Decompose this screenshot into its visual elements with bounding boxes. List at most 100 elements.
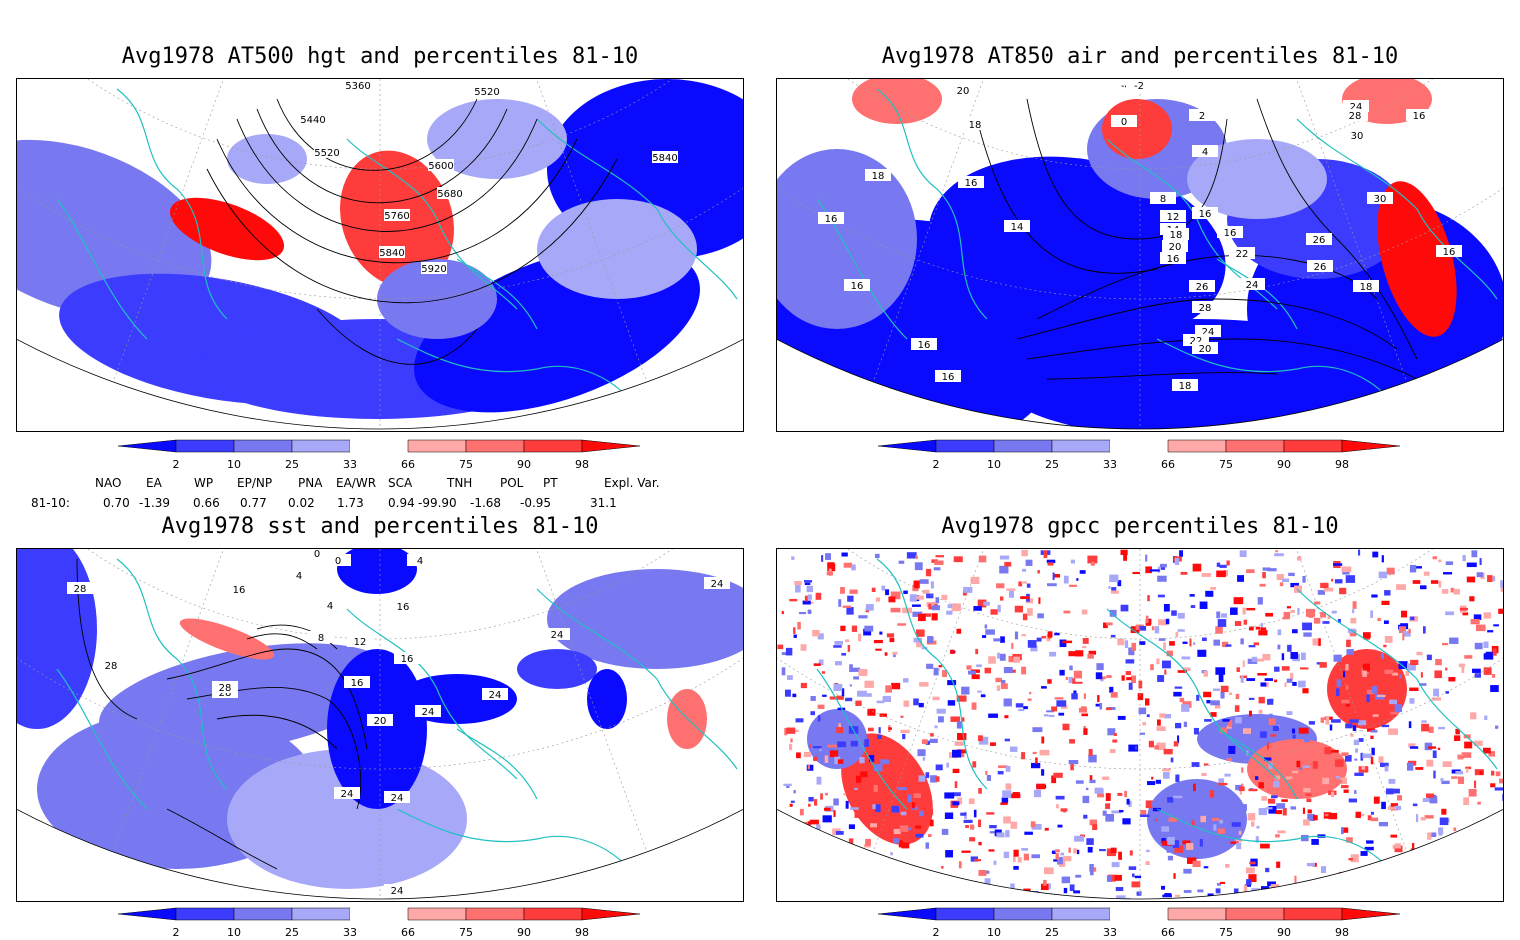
- precip-cell: [1377, 617, 1381, 622]
- precip-cell: [1275, 750, 1282, 758]
- contour-label-bg: [911, 338, 937, 350]
- precip-cell: [1341, 827, 1344, 835]
- precip-cell: [1270, 734, 1277, 737]
- precip-cell: [1229, 794, 1236, 798]
- precip-cell: [820, 793, 823, 800]
- precip-cell: [901, 842, 910, 849]
- precip-cell: [1384, 669, 1394, 674]
- index-header: PNA: [298, 476, 323, 490]
- precip-cell: [1074, 681, 1083, 684]
- colorbar-sst: 2 10 25 33 66 75 90 98: [117, 907, 641, 939]
- precip-cell: [990, 609, 998, 615]
- precip-cell: [1097, 793, 1105, 798]
- colorbar-band: [465, 907, 525, 921]
- contour-label-bg: [394, 652, 420, 664]
- precip-cell: [1312, 815, 1318, 821]
- precip-cell: [1498, 608, 1503, 614]
- precip-cell: [1255, 776, 1259, 780]
- precip-cell: [1416, 651, 1423, 656]
- precip-cell: [1131, 642, 1137, 651]
- precip-cell: [1282, 807, 1287, 816]
- precip-cell: [974, 859, 982, 862]
- precip-cell: [864, 739, 870, 747]
- coastline: [816, 668, 908, 810]
- precip-cell: [918, 613, 926, 622]
- precip-cell: [1163, 642, 1166, 651]
- precip-cell: [1079, 570, 1086, 574]
- precip-cell: [1209, 790, 1215, 798]
- precip-cell: [871, 587, 876, 592]
- contour-label-bg: [1160, 252, 1186, 264]
- precip-cell: [786, 675, 793, 680]
- precip-cell: [784, 727, 787, 736]
- precip-cell: [1214, 704, 1221, 709]
- precip-cell: [865, 838, 871, 846]
- precip-cell: [837, 759, 844, 764]
- precip-cell: [1243, 619, 1248, 625]
- precip-cell: [1070, 559, 1076, 564]
- contour-label-bg: [308, 631, 334, 643]
- precip-cell: [913, 637, 923, 643]
- precip-cell: [1226, 560, 1230, 566]
- map-hgt: 5360 5520 5440 5520 5600 5680 5760 5840 5840 5920: [17, 79, 743, 430]
- contour-label: 16: [397, 602, 410, 613]
- precip-cell: [1461, 666, 1465, 674]
- contour-label-bg: [1192, 301, 1218, 313]
- precip-cell: [1087, 653, 1094, 659]
- precip-cell: [1276, 803, 1286, 809]
- precip-cell: [1105, 707, 1112, 711]
- contour-label: 5360: [345, 81, 370, 92]
- precip-cell: [1129, 850, 1133, 856]
- precip-cell: [847, 644, 851, 652]
- precip-cell: [1051, 850, 1056, 854]
- precip-cell: [1190, 605, 1196, 609]
- precip-cell: [1266, 682, 1269, 687]
- precip-cell: [1390, 834, 1398, 838]
- colorbar-tick-label: 33: [343, 926, 357, 939]
- precip-cell: [1043, 879, 1047, 886]
- contour-label: 5840: [652, 153, 677, 164]
- precip-cell: [914, 562, 923, 571]
- contour-line: [166, 808, 278, 870]
- precip-cell: [834, 641, 843, 645]
- precip-cell: [841, 653, 847, 656]
- contour-label-bg: [379, 246, 405, 258]
- contour-label-bg: [286, 569, 312, 581]
- colorbar-tick-label: 2: [173, 926, 180, 939]
- precip-cell: [1307, 814, 1316, 821]
- contour-label: 2: [1199, 111, 1205, 122]
- precip-cell: [1283, 611, 1291, 618]
- precip-cell: [822, 694, 827, 697]
- precip-cell: [1312, 761, 1318, 769]
- precip-cell: [857, 690, 867, 697]
- precip-cell: [1219, 881, 1226, 884]
- precip-cell: [970, 856, 978, 862]
- precip-cell: [1159, 713, 1166, 718]
- precip-cell: [873, 784, 878, 792]
- precip-cell: [1362, 657, 1370, 661]
- contour-label-bg: [1436, 245, 1462, 257]
- precip-cell: [1186, 842, 1194, 850]
- precip-cell: [1144, 698, 1150, 706]
- precip-cell: [971, 702, 977, 710]
- precip-cell: [1397, 795, 1403, 801]
- precip-cell: [791, 556, 795, 560]
- precip-cell: [1470, 712, 1477, 720]
- contour-label-bg: [384, 209, 410, 221]
- precip-cell: [795, 718, 804, 723]
- percentile-blob: [337, 549, 417, 594]
- map-panel-sst: 28 16 0 4 0 4 24 4 8 28 12 16 16 16 24 28 20 24 24 24 24 28 24: [16, 548, 744, 902]
- precip-cell: [1044, 867, 1054, 875]
- precip-cell: [1468, 788, 1477, 797]
- precip-cell: [1345, 703, 1351, 707]
- precip-cell: [1059, 669, 1065, 676]
- precip-cell: [795, 584, 801, 593]
- precip-cell: [989, 825, 997, 829]
- precip-cell: [1370, 735, 1374, 739]
- precip-cell: [1251, 888, 1260, 895]
- precip-cell: [1259, 583, 1266, 587]
- precip-cell: [930, 775, 937, 783]
- precip-cell: [1121, 675, 1125, 681]
- contour-line: [256, 624, 338, 650]
- contour-label: 24: [711, 579, 724, 590]
